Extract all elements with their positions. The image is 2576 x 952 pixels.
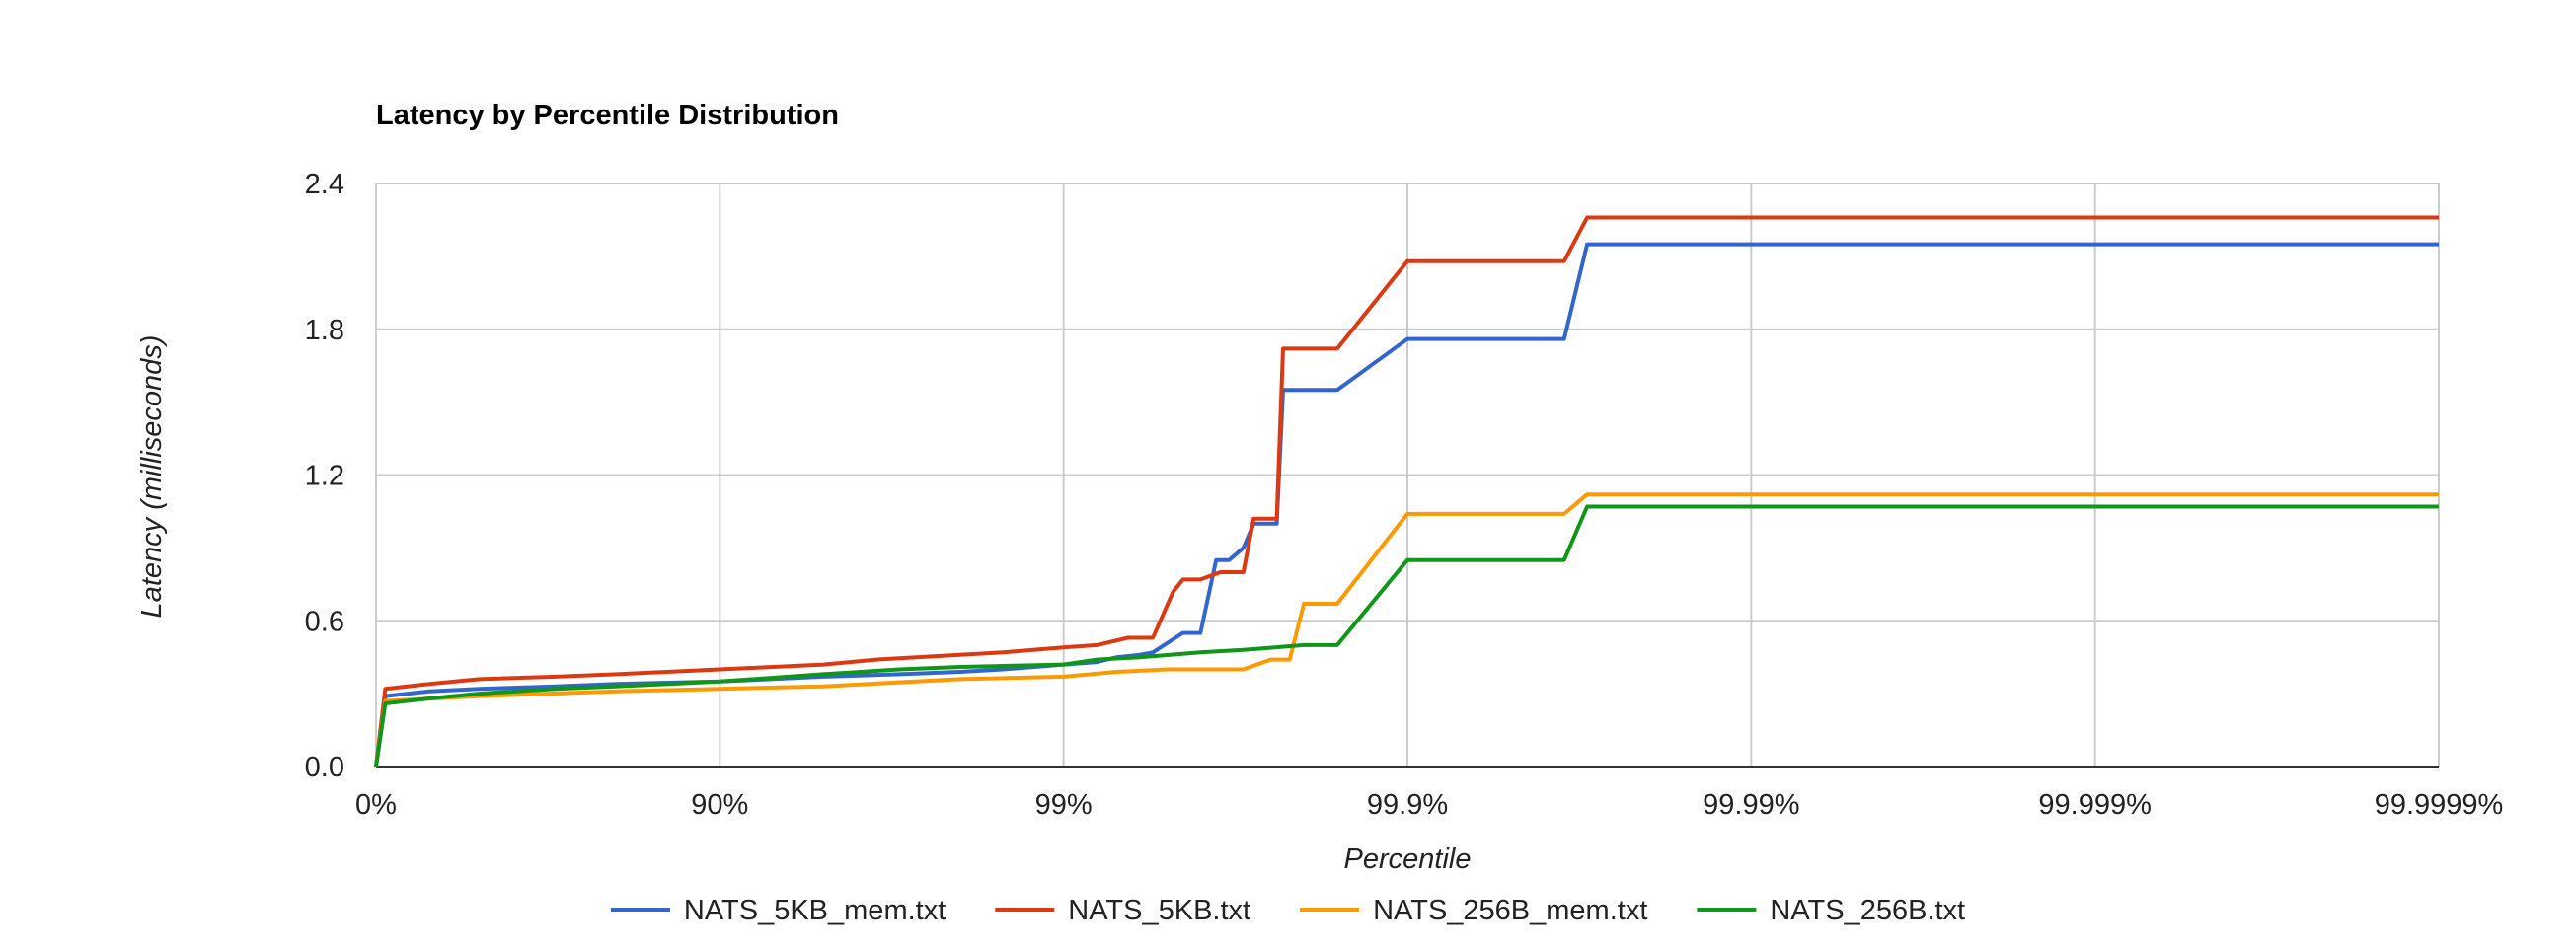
legend-label: NATS_5KB_mem.txt <box>684 895 946 926</box>
legend-label: NATS_256B.txt <box>1770 895 1965 926</box>
series-line <box>374 492 2439 768</box>
x-tick-labels: 0% 90% 99% 99.9% 99.99% 99.999% 99.9999% <box>355 789 2503 821</box>
x-tick-label: 0% <box>355 789 397 821</box>
y-tick-label: 1.8 <box>305 315 344 346</box>
x-tick-label: 99.9% <box>1367 789 1448 821</box>
y-tick-labels: 0.0 0.6 1.2 1.8 2.4 <box>305 169 344 783</box>
series-line <box>374 504 2439 768</box>
y-tick-label: 0.0 <box>305 752 344 783</box>
y-tick-label: 2.4 <box>305 169 344 200</box>
legend: NATS_5KB_mem.txt NATS_5KB.txt NATS_256B_me… <box>610 895 1965 926</box>
x-tick-label: 99.999% <box>2038 789 2152 821</box>
grid-layer <box>375 183 2440 768</box>
chart-title: Latency by Percentile Distribution <box>376 100 839 131</box>
y-tick-label: 0.6 <box>305 606 344 637</box>
series-line <box>374 215 2439 768</box>
legend-label: NATS_256B_mem.txt <box>1373 895 1647 926</box>
y-tick-label: 1.2 <box>305 461 344 492</box>
x-tick-label: 99.99% <box>1703 789 1799 821</box>
x-tick-label: 99% <box>1035 789 1093 821</box>
x-tick-label: 99.9999% <box>2375 789 2504 821</box>
x-axis-title: Percentile <box>1344 843 1472 875</box>
series-line <box>374 242 2439 768</box>
y-axis-title: Latency (milliseconds) <box>136 335 168 619</box>
x-tick-label: 90% <box>691 789 748 821</box>
series-layer <box>374 215 2439 768</box>
legend-label: NATS_5KB.txt <box>1068 895 1250 926</box>
